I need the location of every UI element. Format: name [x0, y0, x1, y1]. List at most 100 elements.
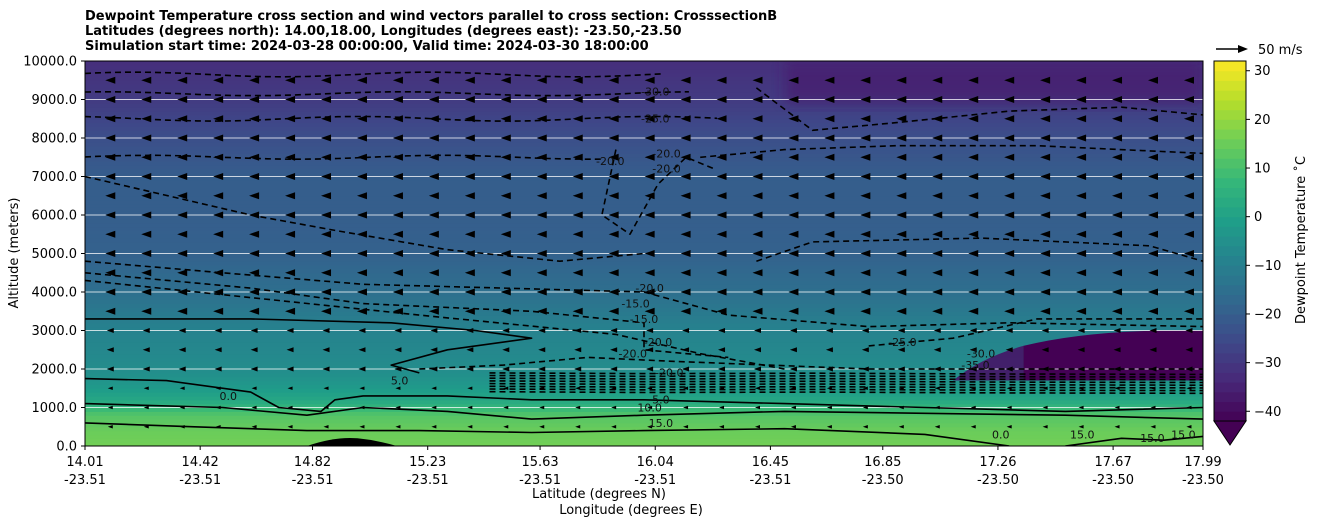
- wind-vector: [753, 366, 761, 372]
- field-band: [85, 380, 1203, 385]
- wind-vector: [826, 425, 832, 429]
- wind-vector: [608, 307, 619, 315]
- wind-vector: [1186, 386, 1192, 390]
- wind-vector: [249, 134, 260, 142]
- wind-vector: [824, 173, 835, 180]
- field-band: [85, 195, 1203, 201]
- field-band: [85, 430, 1203, 436]
- wind-vector: [933, 366, 941, 372]
- wind-vector: [500, 134, 511, 142]
- wind-vector: [466, 366, 474, 372]
- wind-vector: [177, 76, 188, 84]
- contour-low-stack: [489, 390, 1203, 395]
- colorbar-segment: [1214, 216, 1246, 227]
- contour-label: -25.0: [888, 336, 916, 349]
- wind-vector: [896, 76, 907, 84]
- wind-vector: [932, 173, 943, 180]
- wind-vector: [1149, 347, 1157, 353]
- wind-vector: [572, 76, 583, 84]
- wind-vector: [683, 386, 689, 390]
- wind-vector: [395, 405, 401, 410]
- wind-vector: [323, 386, 329, 390]
- y-tick-label: 2000.0: [32, 363, 78, 378]
- wind-vector: [285, 153, 296, 161]
- wind-vector: [788, 192, 799, 200]
- wind-vector: [932, 192, 943, 200]
- colorbar-segment: [1214, 343, 1246, 354]
- wind-vector: [1006, 405, 1012, 410]
- wind-vector: [392, 307, 403, 315]
- wind-vector: [680, 173, 691, 180]
- wind-vector: [141, 173, 152, 180]
- colorbar-segment: [1214, 304, 1246, 315]
- wind-vector: [968, 192, 979, 200]
- contour-neg30-right: [755, 87, 1203, 132]
- dry-air-region: [784, 61, 1203, 381]
- field-band: [85, 118, 1203, 124]
- wind-vector: [825, 347, 833, 353]
- wind-vector: [214, 328, 222, 333]
- wind-vector: [251, 386, 257, 390]
- wind-vector: [825, 328, 833, 333]
- wind-vector: [680, 211, 691, 219]
- wind-vector: [466, 347, 474, 353]
- wind-vector: [539, 386, 545, 390]
- wind-vector: [358, 347, 366, 353]
- wind-vector: [752, 250, 763, 257]
- chart-title-line-3: Simulation start time: 2024-03-28 00:00:…: [85, 39, 649, 54]
- wind-vector: [860, 250, 871, 257]
- wind-vector: [107, 425, 113, 429]
- wind-vector: [896, 250, 907, 257]
- wind-vector: [1183, 153, 1194, 161]
- wind-vector: [141, 211, 152, 219]
- wind-vector: [610, 366, 618, 372]
- field-band: [85, 415, 1203, 420]
- wind-vector: [644, 307, 655, 315]
- wind-vector: [896, 153, 907, 161]
- wind-vector: [1004, 173, 1015, 180]
- wind-vector: [680, 307, 691, 315]
- wind-vector: [285, 115, 296, 123]
- wind-vector: [896, 269, 907, 277]
- wind-vector: [536, 211, 547, 219]
- colorbar-tick-label: −40: [1254, 405, 1281, 420]
- dry-lower-region: [1023, 330, 1203, 381]
- wind-vector: [644, 230, 655, 238]
- y-axis-label: Altitude (meters): [7, 198, 22, 309]
- wind-vector: [428, 269, 439, 277]
- wind-vector: [752, 115, 763, 123]
- wind-vector: [1005, 328, 1013, 333]
- wind-vector: [394, 366, 402, 372]
- wind-vector: [932, 250, 943, 257]
- wind-vector: [788, 173, 799, 180]
- wind-vector: [1040, 192, 1051, 200]
- wind-vector: [719, 425, 725, 429]
- field-band: [85, 257, 1203, 262]
- wind-vector: [608, 173, 619, 180]
- x-tick-label-lat: 17.67: [1095, 455, 1132, 470]
- contour-label: 15.0: [1070, 428, 1095, 441]
- wind-vector: [680, 269, 691, 277]
- wind-vector: [321, 307, 332, 315]
- wind-vector: [287, 386, 293, 390]
- wind-vector: [467, 386, 473, 390]
- wind-vector: [500, 269, 511, 277]
- wind-vector: [644, 76, 655, 84]
- field-band: [85, 138, 1203, 143]
- field-band: [85, 95, 1203, 101]
- wind-vector: [716, 307, 727, 315]
- wind-vector: [1040, 115, 1051, 123]
- x-tick-label-lon: -23.51: [407, 473, 449, 488]
- contour-neg20-mid: [85, 260, 1203, 328]
- wind-vector: [142, 366, 150, 372]
- x-tick-label-lat: 14.82: [294, 455, 331, 470]
- wind-vector: [500, 250, 511, 257]
- wind-vector: [428, 250, 439, 257]
- wind-vector: [1076, 153, 1087, 161]
- wind-vector: [968, 307, 979, 315]
- wind-vector: [1112, 115, 1123, 123]
- wind-vector: [359, 425, 365, 429]
- wind-vector: [105, 230, 116, 238]
- wind-vector: [1004, 230, 1015, 238]
- wind-vector: [1114, 425, 1120, 429]
